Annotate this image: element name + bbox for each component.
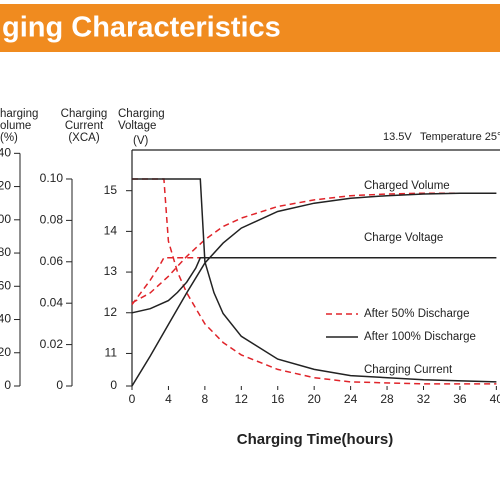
x-tick-label: 36 bbox=[453, 392, 467, 406]
y-tick-label: 40 bbox=[0, 312, 11, 326]
banner-title: ging Characteristics bbox=[2, 12, 281, 44]
current-line bbox=[132, 178, 497, 383]
y-tick-label: 60 bbox=[0, 278, 11, 292]
voltage-line bbox=[131, 257, 497, 314]
x-axis-title: Charging Time(hours) bbox=[237, 431, 393, 448]
y-tick-label: 0.10 bbox=[40, 171, 64, 185]
y-axis-title: olume bbox=[0, 120, 31, 132]
y-tick-label: 0.06 bbox=[40, 254, 64, 268]
y-tick-label: 0.08 bbox=[40, 213, 64, 227]
y-tick-label: 0.02 bbox=[40, 337, 64, 351]
y-axis-title: (%) bbox=[0, 132, 18, 144]
x-tick-label: 28 bbox=[380, 392, 394, 406]
banner bbox=[0, 4, 500, 52]
y-axis-unit: (V) bbox=[133, 135, 149, 147]
annotation: 13.5V bbox=[383, 131, 412, 143]
annotation: Temperature 25°C bbox=[420, 131, 500, 143]
x-tick-label: 20 bbox=[307, 392, 321, 406]
x-tick-label: 0 bbox=[129, 392, 136, 406]
y-axis-title: Voltage bbox=[118, 120, 156, 132]
y-tick-label: 11 bbox=[105, 346, 118, 360]
y-tick-label: 14 bbox=[104, 224, 118, 238]
y-tick-label: 13 bbox=[104, 264, 118, 278]
x-tick-label: 8 bbox=[202, 392, 209, 406]
curve-label: Charging Current bbox=[364, 364, 453, 376]
x-tick-label: 40 bbox=[490, 392, 500, 406]
volume-line bbox=[131, 192, 497, 304]
y-tick-label: 0 bbox=[56, 378, 63, 392]
y-axis-title: Charging bbox=[118, 108, 165, 120]
y-axis-title: Current bbox=[65, 120, 104, 132]
legend-label: After 100% Discharge bbox=[364, 331, 476, 343]
y-tick-label: 0 bbox=[110, 378, 117, 392]
y-tick-label: 15 bbox=[104, 183, 118, 197]
y-tick-label: 0.04 bbox=[40, 295, 64, 309]
y-tick-label: 00 bbox=[0, 212, 11, 226]
x-tick-label: 4 bbox=[165, 392, 172, 406]
y-axis-title: Charging bbox=[61, 108, 108, 120]
y-tick-label: 20 bbox=[0, 345, 11, 359]
y-tick-label: 12 bbox=[104, 305, 118, 319]
y-tick-label: 80 bbox=[0, 245, 11, 259]
y-tick-label: 40 bbox=[0, 145, 11, 159]
volume-line bbox=[131, 192, 497, 387]
curve-label: Charged Volume bbox=[364, 180, 450, 192]
y-tick-label: 0 bbox=[4, 378, 11, 392]
x-tick-label: 32 bbox=[417, 392, 431, 406]
x-tick-label: 24 bbox=[344, 392, 358, 406]
x-tick-label: 16 bbox=[271, 392, 285, 406]
current-line bbox=[132, 178, 497, 385]
y-tick-label: 20 bbox=[0, 179, 11, 193]
y-axis-title: (XCA) bbox=[68, 132, 99, 144]
legend-label: After 50% Discharge bbox=[364, 308, 469, 320]
y-axis-title: harging bbox=[0, 108, 38, 120]
curve-label: Charge Voltage bbox=[364, 232, 443, 244]
x-tick-label: 12 bbox=[235, 392, 249, 406]
